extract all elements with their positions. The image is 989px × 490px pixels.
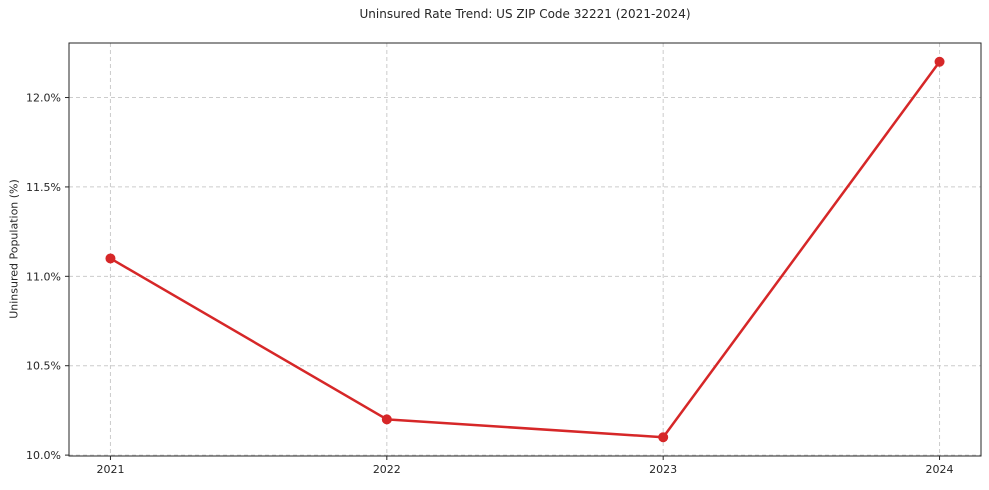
y-tick-label: 11.0% <box>26 270 61 283</box>
chart-title: Uninsured Rate Trend: US ZIP Code 32221 … <box>359 7 691 21</box>
y-tick-label: 11.5% <box>26 181 61 194</box>
y-tick-label: 12.0% <box>26 92 61 105</box>
trend-line <box>109 60 941 439</box>
x-tick-label: 2022 <box>373 463 401 476</box>
x-tick-label: 2024 <box>926 463 954 476</box>
plot-border <box>68 42 982 457</box>
data-point <box>105 253 116 264</box>
x-tick-label: 2021 <box>96 463 124 476</box>
data-point <box>934 56 945 67</box>
data-point <box>658 432 669 443</box>
y-tick-label: 10.5% <box>26 360 61 373</box>
data-point <box>381 414 392 425</box>
x-tick-label: 2023 <box>649 463 677 476</box>
y-tick-label: 10.0% <box>26 449 61 462</box>
